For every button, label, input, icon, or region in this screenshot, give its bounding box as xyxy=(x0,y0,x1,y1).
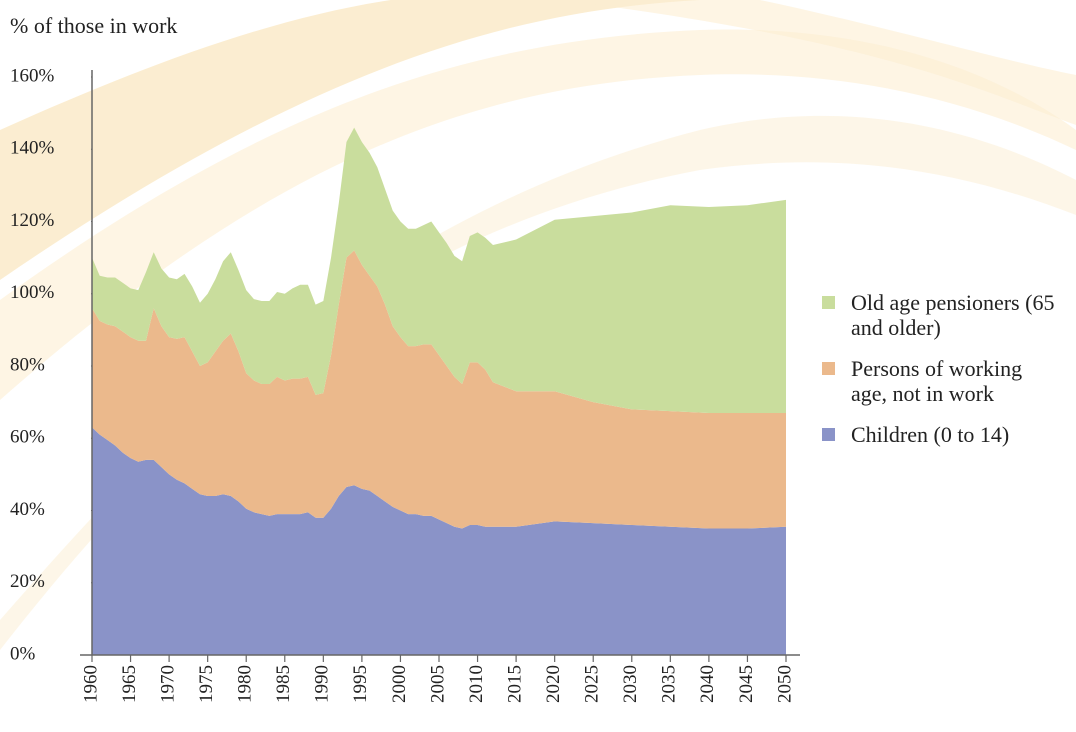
y-tick-label: 160% xyxy=(10,65,55,86)
x-tick-label: 2015 xyxy=(504,665,525,703)
x-tick-label: 2010 xyxy=(466,665,487,703)
page: {"chart_data": {"type": "stacked_area", … xyxy=(0,0,1076,732)
x-tick-label: 2045 xyxy=(736,665,757,703)
x-tick-label: 1985 xyxy=(273,665,294,703)
y-tick-label: 60% xyxy=(10,427,45,448)
x-tick-label: 2050 xyxy=(774,665,795,703)
x-tick-label: 1960 xyxy=(80,665,101,703)
x-tick-label: 2005 xyxy=(427,665,448,703)
x-tick-label: 2025 xyxy=(582,665,603,703)
y-tick-label: 100% xyxy=(10,282,55,303)
x-tick-label: 1975 xyxy=(196,665,217,703)
x-tick-label: 1965 xyxy=(119,665,140,703)
legend: Old age pensioners (65 and older) Persons… xyxy=(822,290,1062,463)
legend-label: Old age pensioners (65 and older) xyxy=(851,290,1062,340)
y-tick-label: 80% xyxy=(10,354,45,375)
legend-item: Children (0 to 14) xyxy=(822,422,1062,447)
x-tick-label: 1990 xyxy=(312,665,333,703)
legend-swatch xyxy=(822,428,835,441)
x-tick-label: 2020 xyxy=(543,665,564,703)
y-tick-label: 120% xyxy=(10,210,55,231)
y-axis-label: % of those in work xyxy=(10,13,177,38)
x-tick-label: 2030 xyxy=(620,665,641,703)
legend-swatch xyxy=(822,296,835,309)
x-tick-label: 1970 xyxy=(157,665,178,703)
legend-label: Children (0 to 14) xyxy=(851,422,1009,447)
x-tick-label: 2035 xyxy=(659,665,680,703)
y-tick-label: 40% xyxy=(10,499,45,520)
y-tick-label: 20% xyxy=(10,571,45,592)
legend-label: Persons of working age, not in work xyxy=(851,356,1062,406)
x-tick-label: 1980 xyxy=(235,665,256,703)
y-tick-label: 0% xyxy=(10,643,36,664)
x-tick-label: 1995 xyxy=(350,665,371,703)
legend-item: Persons of working age, not in work xyxy=(822,356,1062,406)
legend-item: Old age pensioners (65 and older) xyxy=(822,290,1062,340)
y-tick-label: 140% xyxy=(10,138,55,159)
legend-swatch xyxy=(822,362,835,375)
x-tick-label: 2000 xyxy=(389,665,410,703)
x-tick-label: 2040 xyxy=(697,665,718,703)
